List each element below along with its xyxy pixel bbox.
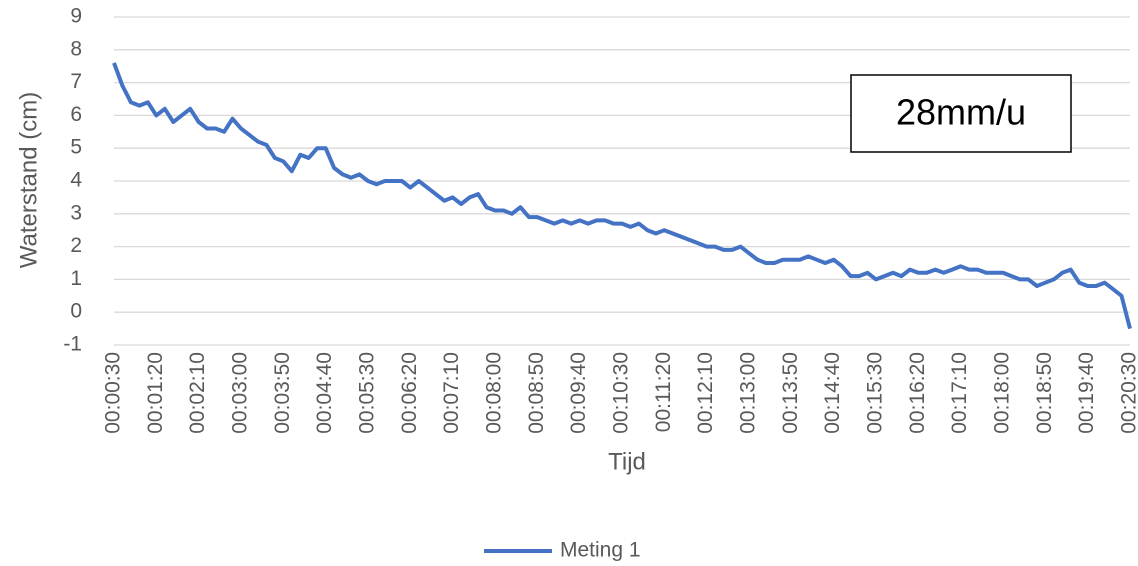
x-tick-label: 00:03:50	[271, 352, 294, 434]
y-tick-label: 1	[70, 267, 82, 290]
annotation-box	[850, 74, 1072, 153]
x-tick-label: 00:20:30	[1118, 352, 1138, 434]
y-tick-label: 9	[70, 5, 82, 28]
x-tick-label: 00:14:40	[821, 352, 844, 434]
x-tick-label: 00:13:00	[737, 352, 760, 434]
x-tick-label: 00:00:30	[102, 352, 125, 434]
y-tick-label: 0	[70, 300, 82, 323]
x-tick-label: 00:04:40	[313, 352, 336, 434]
annotation: 28mm/u	[896, 92, 1026, 133]
x-tick-label: 00:07:10	[440, 352, 463, 434]
x-tick-label: 00:13:50	[779, 352, 802, 434]
x-tick-label: 00:11:20	[652, 352, 675, 432]
x-axis-title: Tijd	[608, 448, 646, 475]
x-tick-label: 00:16:20	[906, 352, 929, 434]
y-tick-label: 7	[70, 70, 82, 93]
x-tick-label: 00:18:00	[991, 352, 1014, 434]
x-tick-label: 00:05:30	[356, 352, 379, 434]
x-tick-label: 00:02:10	[186, 352, 209, 434]
data-line	[112, 62, 1132, 330]
x-tick-label: 00:09:40	[567, 352, 590, 434]
y-tick-label: 6	[70, 103, 82, 126]
legend-label: Meting 1	[560, 539, 641, 562]
x-tick-label: 00:12:10	[694, 352, 717, 434]
y-tick-label: 4	[70, 169, 82, 192]
y-tick-label: 8	[70, 37, 82, 60]
x-tick-label: 00:08:00	[483, 352, 506, 434]
x-tick-label: 00:03:00	[229, 352, 252, 434]
y-tick-label: -1	[63, 333, 82, 356]
x-tick-label: 00:18:50	[1033, 352, 1056, 434]
x-tick-label: 00:15:30	[864, 352, 887, 434]
y-axis-title: Waterstand (cm)	[15, 92, 42, 268]
y-tick-label: 2	[70, 234, 82, 257]
x-tick-label: 00:19:40	[1075, 352, 1098, 434]
x-tick-label: 00:10:30	[610, 352, 633, 434]
y-tick-label: 3	[70, 201, 82, 224]
x-tick-label: 00:08:50	[525, 352, 548, 434]
x-tick-label: 00:06:20	[398, 352, 421, 434]
x-tick-label: 00:01:20	[144, 352, 167, 434]
x-tick-label: 00:17:10	[948, 352, 971, 434]
y-tick-label: 5	[70, 136, 82, 159]
